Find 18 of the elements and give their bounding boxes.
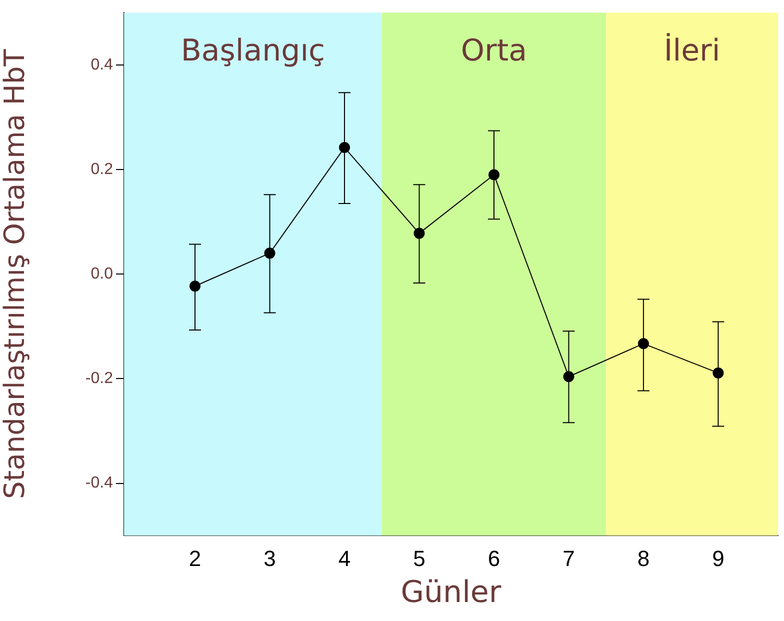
y-tick-label: 0.4	[90, 56, 114, 74]
band-label: Orta	[460, 33, 528, 68]
x-tick-label: 7	[562, 546, 575, 571]
y-tick-label: -0.2	[85, 370, 114, 388]
x-tick-label: 4	[338, 546, 351, 571]
x-tick-label: 3	[264, 546, 276, 571]
x-tick-label: 2	[188, 546, 202, 571]
x-tick-label: 9	[712, 546, 724, 571]
x-tick-label: 5	[413, 546, 426, 571]
y-tick-label: 0.0	[90, 266, 114, 283]
x-tick-label: 8	[637, 546, 650, 571]
y-tick-label: -0.4	[85, 474, 114, 492]
band-label: İleri	[664, 32, 720, 68]
x-axis-title: Günler	[400, 574, 502, 610]
x-tick-label: 6	[488, 546, 500, 571]
band-label: Başlangıç	[180, 33, 326, 68]
y-tick-label: 0.2	[90, 160, 114, 178]
y-axis-title: Standarlaştırılmış Ortalama HbT	[0, 48, 32, 500]
